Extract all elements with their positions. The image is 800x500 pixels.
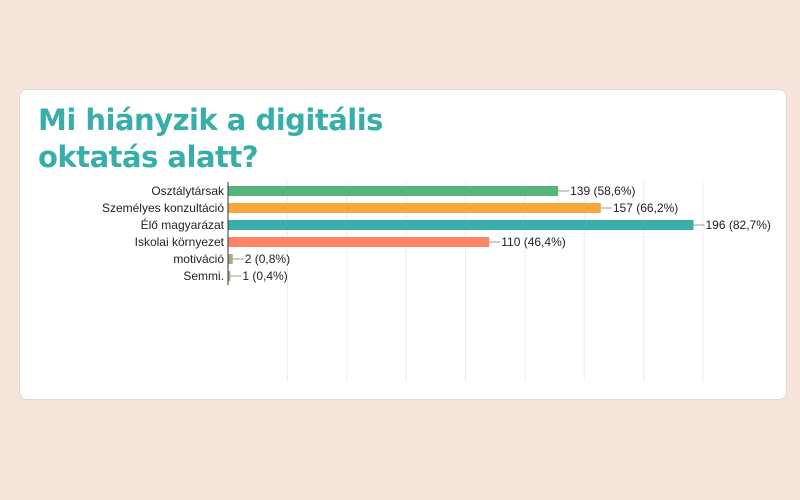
value-label: 157 (66,2%) xyxy=(613,201,678,215)
value-label: 2 (0,8%) xyxy=(245,252,290,266)
category-label: motiváció xyxy=(173,252,224,266)
value-label: 110 (46,4%) xyxy=(501,235,565,249)
value-label: 196 (82,7%) xyxy=(706,218,771,232)
category-label: Élő magyarázat xyxy=(141,217,225,232)
bar xyxy=(228,220,694,230)
chart-title: Mi hiányzik a digitális oktatás alatt? xyxy=(38,102,458,176)
category-label: Semmi. xyxy=(183,269,224,283)
value-label: 1 (0,4%) xyxy=(242,269,287,283)
category-label: Személyes konzultáció xyxy=(102,201,224,215)
bar-chart: Osztálytársak 139 (58,6%) Személyes konzul… xyxy=(102,182,771,382)
bar xyxy=(228,203,601,213)
title-line-1: Mi hiányzik a digitális xyxy=(38,103,383,137)
category-label: Iskolai környezet xyxy=(135,235,225,249)
category-label: Osztálytársak xyxy=(151,184,225,198)
bar xyxy=(228,186,559,196)
value-label: 139 (58,6%) xyxy=(570,184,635,198)
bar xyxy=(228,254,233,264)
chart-card: Mi hiányzik a digitális oktatás alatt? O… xyxy=(19,89,787,400)
title-line-2: oktatás alatt? xyxy=(38,140,259,174)
bar xyxy=(228,271,231,281)
bar xyxy=(228,237,490,247)
